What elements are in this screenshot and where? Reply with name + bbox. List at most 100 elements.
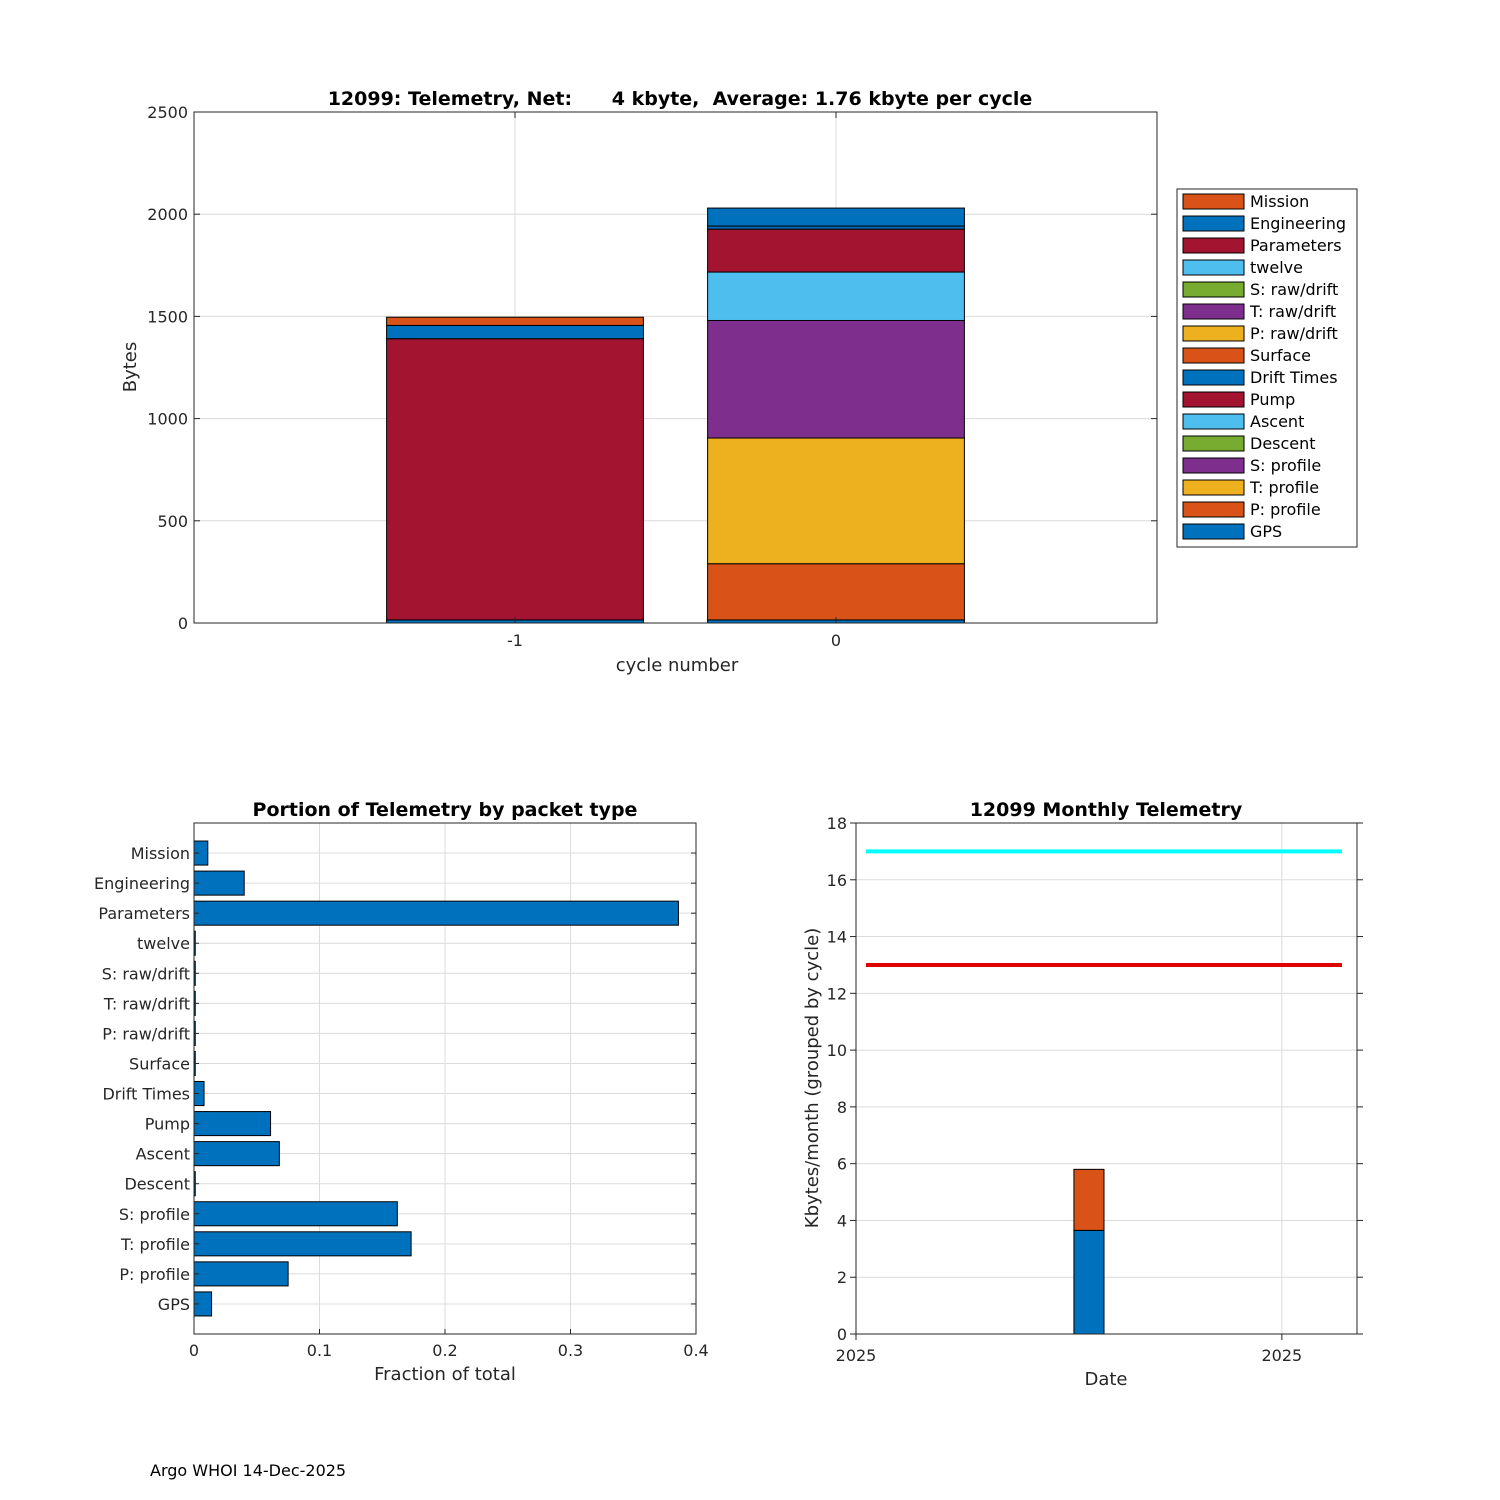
br-reference-lines [866, 849, 1342, 967]
br-ytick-label: 18 [827, 814, 847, 833]
hbar-t-profile [193, 1231, 412, 1257]
legend-swatch-pump [1182, 391, 1245, 408]
br-ticks: 0 2 4 6 8 10 12 14 16 18 2025 2025 [827, 814, 1363, 1365]
br-title: 12099 Monthly Telemetry [970, 799, 1243, 821]
hbar-s-profile [193, 1201, 398, 1227]
bar-s-profile-cycle-0 [707, 319, 965, 439]
legend-swatch-parameters [1182, 237, 1245, 254]
legend-swatch-surface [1182, 347, 1245, 364]
hbar-pump [193, 1111, 272, 1137]
bar-pump-cycle-1 [386, 338, 644, 621]
bl-xtick-label: 0.1 [307, 1341, 332, 1360]
legend-label-pump: Pump [1250, 390, 1295, 409]
legend-swatch-twelve [1182, 259, 1245, 276]
br-axes-box [855, 822, 1358, 1335]
top-ytick-label: 0 [178, 614, 188, 633]
bl-ytick-label: Parameters [98, 904, 190, 923]
bar-engineering-cycle-0 [707, 207, 965, 227]
top-xlabel: cycle number [616, 655, 739, 676]
bl-grid [193, 823, 697, 1334]
bl-xtick-label: 0.2 [432, 1341, 457, 1360]
bl-ytick-label: Drift Times [102, 1085, 190, 1104]
top-ytick-label: 2000 [147, 205, 188, 224]
br-ylabel: Kbytes/month (grouped by cycle) [802, 928, 823, 1228]
legend-swatch-t-profile [1182, 479, 1245, 496]
top-legend: Mission Engineering Parameters twelve S: raw… [1176, 188, 1358, 548]
bl-ytick-label: S: profile [119, 1205, 190, 1224]
bl-xlabel: Fraction of total [374, 1364, 516, 1385]
br-ytick-label: 12 [827, 984, 847, 1003]
legend-label-ascent: Ascent [1250, 412, 1304, 431]
br-ytick-label: 6 [837, 1155, 847, 1174]
legend-swatch-t-raw-drift [1182, 303, 1245, 320]
legend-swatch-engineering [1182, 215, 1245, 232]
bar-engineering-cycle-1 [386, 324, 644, 340]
top-ytick-label: 500 [157, 512, 188, 531]
legend-swatch-mission [1182, 193, 1245, 210]
legend-label-s-raw-drift: S: raw/drift [1250, 280, 1338, 299]
bl-ytick-label: Engineering [94, 874, 190, 893]
br-ytick-label: 8 [837, 1098, 847, 1117]
hbar-parameters [193, 900, 679, 926]
br-ytick-label: 0 [837, 1325, 847, 1344]
legend-swatch-gps [1182, 523, 1245, 540]
br-xlabel: Date [1084, 1369, 1127, 1390]
bl-ytick-label: T: profile [120, 1235, 190, 1254]
bl-title: Portion of Telemetry by packet type [253, 799, 638, 821]
legend-label-t-raw-drift: T: raw/drift [1249, 302, 1336, 321]
hbar-engineering [193, 870, 245, 896]
top-bars [386, 207, 965, 624]
legend-swatch-p-profile [1182, 501, 1245, 518]
fraction-by-packet-chart: 0 0.1 0.2 0.3 0.4 GPS P: profile T: profile S: p… [94, 799, 709, 1385]
top-ytick-label: 1500 [147, 307, 188, 326]
hbar-p-profile [193, 1261, 289, 1287]
top-ytick-label: 1000 [147, 410, 188, 429]
bar-pump-cycle-0 [707, 228, 965, 273]
top-xtick-label: -1 [507, 631, 523, 650]
br-ytick-label: 10 [827, 1041, 847, 1060]
br-ytick-label: 14 [827, 928, 847, 947]
monthly-bar-cycle-1 [1073, 1168, 1105, 1231]
legend-label-descent: Descent [1250, 434, 1316, 453]
bl-ytick-label: P: raw/drift [102, 1024, 190, 1043]
legend-label-s-profile: S: profile [1250, 456, 1321, 475]
bar-mission-cycle-1 [386, 316, 644, 326]
legend-label-drift-times: Drift Times [1250, 368, 1338, 387]
monthly-bar-cycle-0 [1073, 1229, 1105, 1335]
bar-ascent-cycle-0 [707, 271, 965, 321]
top-ytick-label: 2500 [147, 103, 188, 122]
legend-label-p-raw-drift: P: raw/drift [1250, 324, 1338, 343]
legend-swatch-drift-times [1182, 369, 1245, 386]
bar-p-profile-cycle-0 [707, 563, 965, 621]
legend-label-twelve: twelve [1250, 258, 1303, 277]
br-ytick-label: 16 [827, 871, 847, 890]
bl-ytick-label: Ascent [136, 1145, 190, 1164]
bl-xtick-label: 0 [189, 1341, 199, 1360]
hbar-ascent [193, 1141, 280, 1167]
bl-ytick-label: Mission [131, 844, 190, 863]
stacked-bytes-chart: 0 500 1000 1500 2000 2500 -1 0 12099: Telemetry… [120, 88, 1358, 676]
legend-swatch-descent [1182, 435, 1245, 452]
top-title: 12099: Telemetry, Net: 4 kbyte, Average:… [328, 88, 1033, 110]
bl-ytick-label: P: profile [119, 1265, 190, 1284]
br-xtick-label: 2025 [836, 1346, 877, 1365]
legend-label-parameters: Parameters [1250, 236, 1342, 255]
br-ytick-label: 2 [837, 1268, 847, 1287]
bl-xtick-label: 0.3 [558, 1341, 583, 1360]
top-xtick-label: 0 [831, 631, 841, 650]
legend-swatch-ascent [1182, 413, 1245, 430]
bl-ytick-label: T: raw/drift [103, 994, 190, 1013]
bl-ytick-label: GPS [158, 1295, 190, 1314]
legend-label-gps: GPS [1250, 522, 1282, 541]
bl-ytick-label: Descent [124, 1175, 190, 1194]
top-ylabel: Bytes [120, 342, 141, 393]
legend-label-mission: Mission [1250, 192, 1309, 211]
legend-swatch-s-profile [1182, 457, 1245, 474]
bl-ticks: 0 0.1 0.2 0.3 0.4 GPS P: profile T: profile S: p… [94, 844, 709, 1360]
legend-label-surface: Surface [1250, 346, 1311, 365]
top-grid [194, 111, 1157, 624]
legend-label-t-profile: T: profile [1249, 478, 1319, 497]
footer-credit: Argo WHOI 14-Dec-2025 [150, 1461, 347, 1480]
br-grid [855, 822, 1357, 1335]
